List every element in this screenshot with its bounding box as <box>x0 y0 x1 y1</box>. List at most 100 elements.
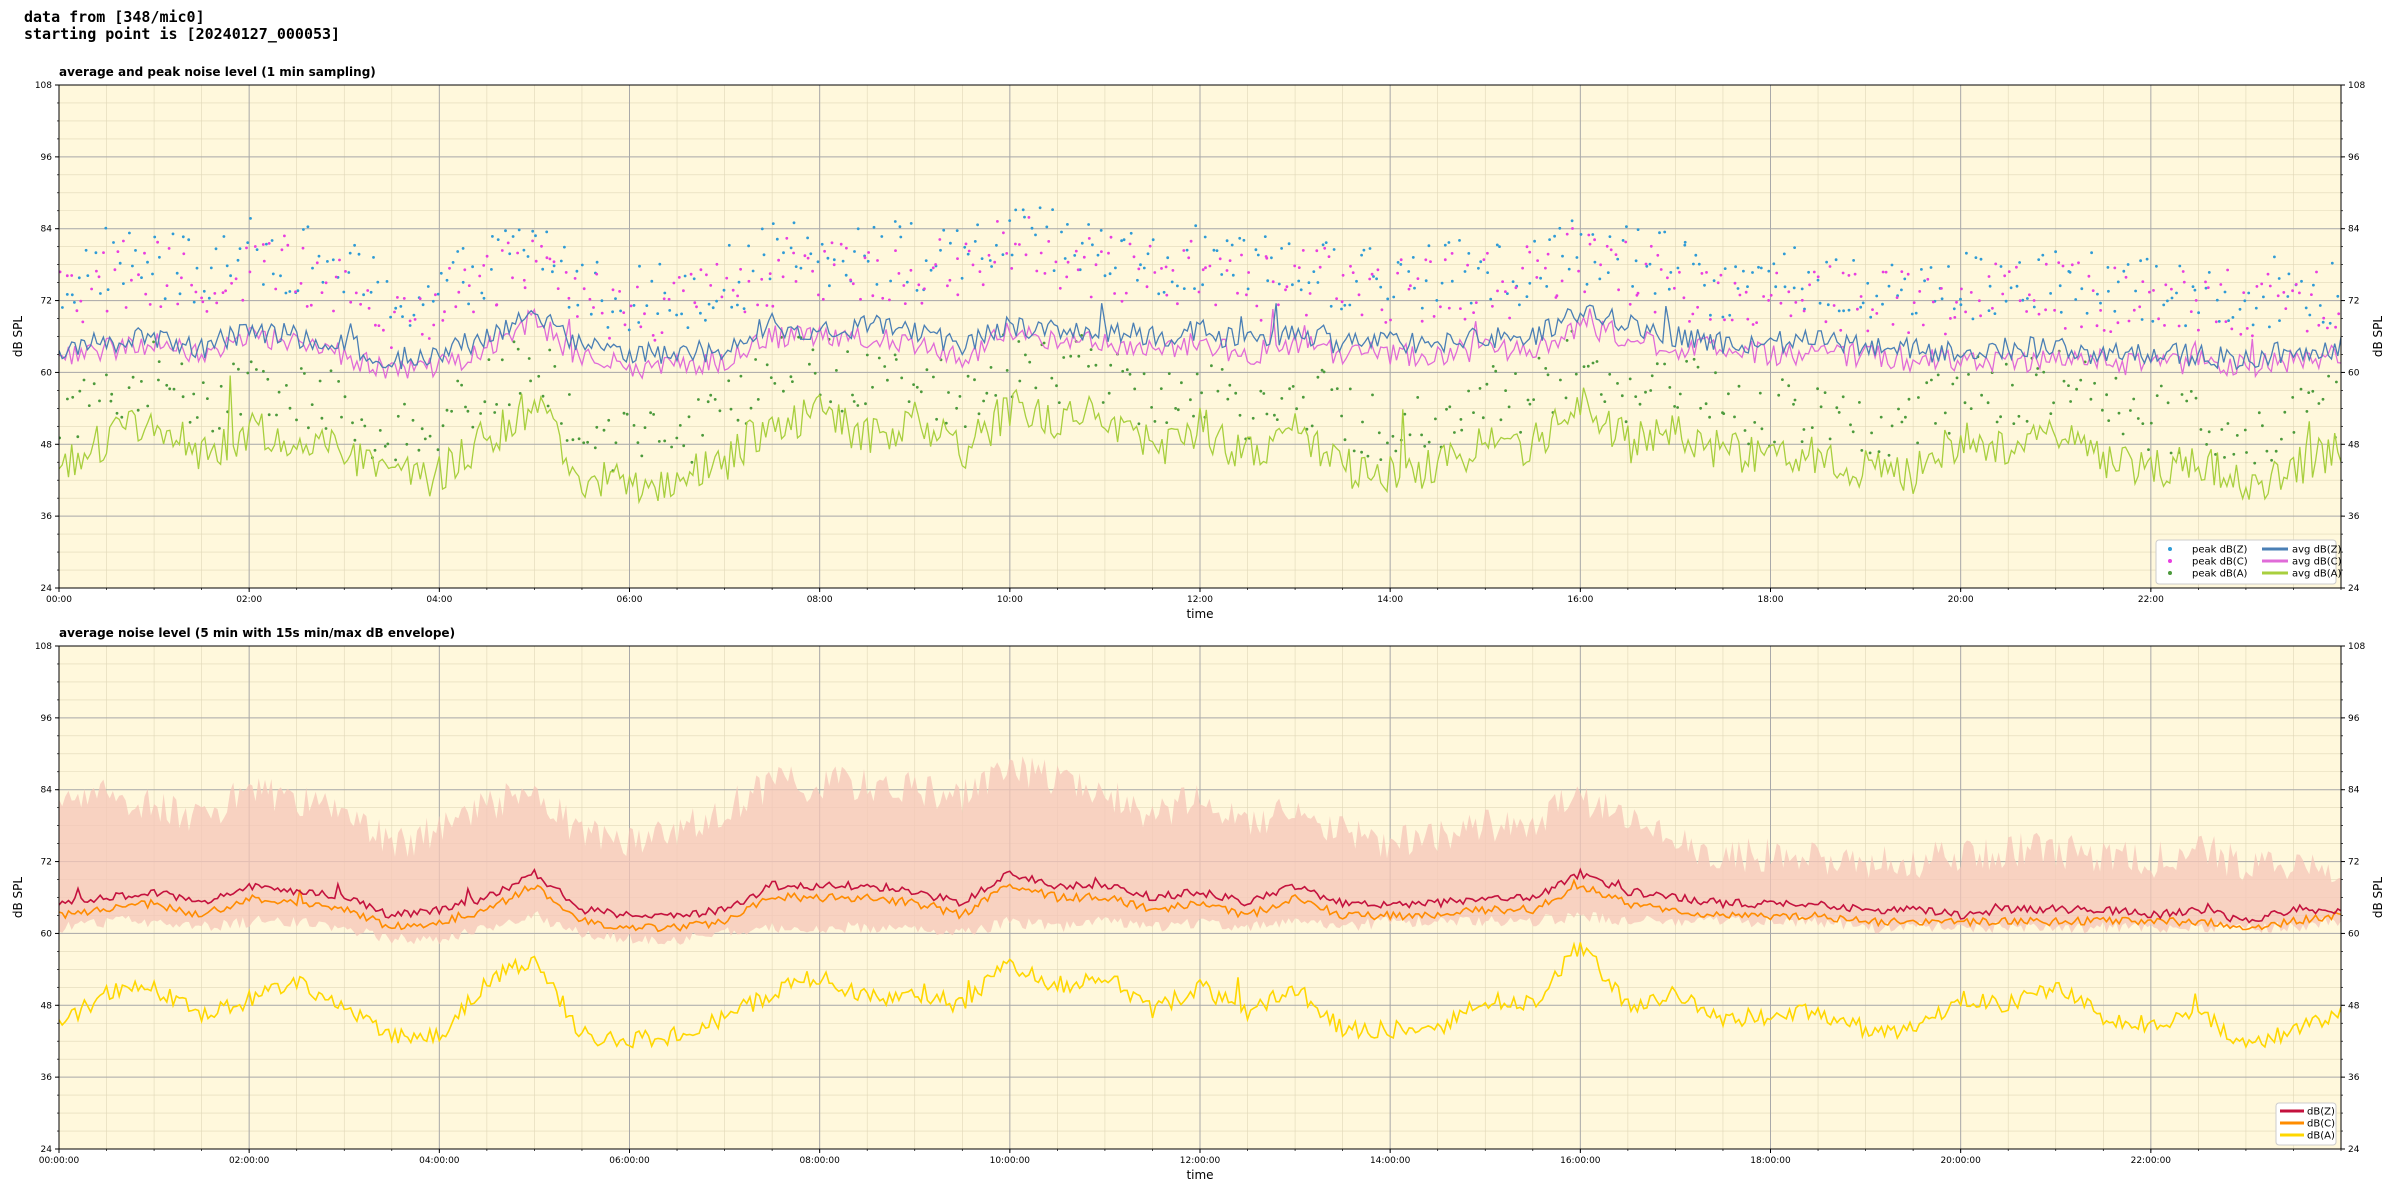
data-point <box>1869 315 1873 319</box>
data-point <box>1481 416 1485 420</box>
data-point <box>1301 249 1305 252</box>
data-point <box>1034 233 1037 237</box>
data-point <box>1585 282 1589 286</box>
data-point <box>2261 424 2264 428</box>
data-point <box>1824 320 1828 324</box>
data-point <box>942 228 946 232</box>
data-point <box>2134 289 2138 293</box>
data-point <box>232 362 235 366</box>
data-point <box>1734 265 1737 269</box>
data-point <box>2276 294 2280 298</box>
data-point <box>1065 275 1069 279</box>
y-tick-label-right: 48 <box>2348 1001 2360 1011</box>
data-point <box>461 247 465 250</box>
data-point <box>99 292 102 295</box>
data-point <box>1904 415 1907 419</box>
data-point <box>907 400 911 403</box>
data-point <box>909 222 913 225</box>
data-point <box>1182 249 1186 252</box>
data-point <box>2149 421 2153 425</box>
data-point <box>1678 392 1682 396</box>
data-point <box>872 225 876 229</box>
data-point <box>1216 389 1220 393</box>
data-point <box>971 263 975 267</box>
x-tick-label: 04:00 <box>426 595 452 605</box>
data-point <box>973 240 977 243</box>
y-axis-label: dB SPL <box>11 877 25 919</box>
data-point <box>1591 361 1595 365</box>
data-point <box>925 368 929 372</box>
data-point <box>1934 422 1937 425</box>
x-tick-label: 06:00 <box>617 595 643 605</box>
data-point <box>1606 271 1610 274</box>
data-point <box>1605 244 1609 248</box>
data-point <box>2230 327 2234 331</box>
y-tick-label: 60 <box>41 368 53 378</box>
data-point <box>157 378 160 382</box>
data-point <box>2232 452 2236 456</box>
data-point <box>1443 243 1447 247</box>
data-point <box>1234 391 1238 395</box>
data-point <box>1819 405 1823 409</box>
x-tick-label: 10:00 <box>997 595 1023 605</box>
data-point <box>2191 285 2195 288</box>
data-point <box>1109 363 1113 367</box>
data-point <box>1925 381 1929 385</box>
data-point <box>541 394 545 398</box>
data-point <box>1783 285 1787 289</box>
data-point <box>1439 305 1442 309</box>
data-point <box>756 303 759 307</box>
data-point <box>434 293 437 297</box>
data-point <box>1828 437 1832 441</box>
data-point <box>1094 263 1098 267</box>
starting-point-label: starting point is [20240127_000053] <box>24 25 341 43</box>
x-tick-label: 14:00 <box>1377 595 1403 605</box>
data-point <box>567 296 571 300</box>
data-point <box>1703 283 1706 287</box>
data-point <box>841 259 845 263</box>
data-point <box>993 260 997 264</box>
data-point <box>1055 384 1058 388</box>
data-point <box>270 239 274 242</box>
data-point <box>559 259 563 263</box>
data-point <box>1912 301 1916 304</box>
data-point <box>280 248 284 252</box>
data-point <box>643 426 647 429</box>
data-point <box>1653 292 1657 295</box>
data-point <box>1299 288 1303 292</box>
data-point <box>1277 303 1280 307</box>
data-point <box>1980 393 1983 397</box>
data-point <box>1772 262 1776 266</box>
data-point <box>898 225 902 229</box>
y-tick-label: 108 <box>35 81 52 91</box>
data-point <box>1262 392 1266 395</box>
data-point <box>1348 387 1352 391</box>
data-point <box>2214 453 2217 456</box>
data-point <box>683 274 687 278</box>
data-point <box>456 379 460 383</box>
data-point <box>1617 288 1620 292</box>
data-point <box>695 305 698 309</box>
data-point <box>340 415 343 419</box>
data-point <box>1335 297 1338 300</box>
data-point <box>1818 301 1822 305</box>
data-point <box>677 276 681 279</box>
data-point <box>556 287 560 290</box>
data-point <box>1751 323 1755 326</box>
data-point <box>1323 246 1327 250</box>
data-point <box>1379 458 1383 461</box>
x-tick-label: 20:00:00 <box>1940 1156 1981 1166</box>
data-point <box>1486 271 1489 274</box>
data-point <box>130 278 133 282</box>
data-point <box>2265 449 2269 453</box>
data-point <box>295 418 298 422</box>
data-point <box>580 263 584 267</box>
data-point <box>1832 304 1836 307</box>
data-point <box>2003 274 2007 278</box>
data-point <box>2300 279 2303 283</box>
data-point <box>2317 402 2321 405</box>
data-point <box>1887 284 1891 288</box>
data-point <box>756 398 760 401</box>
data-point <box>2054 250 2058 254</box>
data-point <box>1228 383 1232 387</box>
